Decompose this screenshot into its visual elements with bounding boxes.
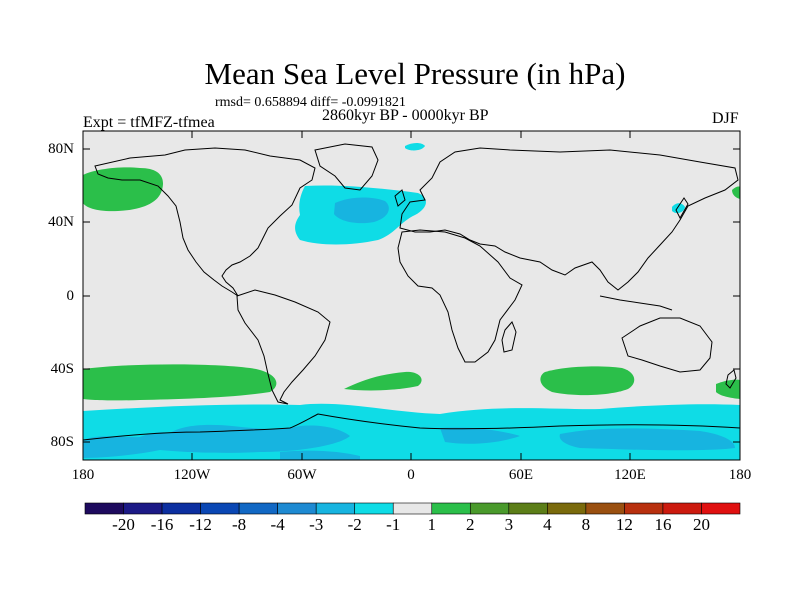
- coast-indonesia: [599, 295, 673, 311]
- coast-australia: [621, 317, 713, 373]
- stats-label: rmsd= 0.658894 diff= -0.0991821: [215, 95, 406, 110]
- contour-north-atlantic-core: [334, 197, 389, 224]
- colorbar-swatch: [624, 502, 664, 515]
- contour-indian-ocean-high: [540, 366, 635, 396]
- coast-eurasia: [399, 147, 739, 291]
- coast-greenland: [314, 143, 379, 191]
- contour-south-pacific-high: [83, 364, 277, 401]
- colorbar-label: 4: [543, 515, 552, 534]
- contour-north-pacific-high-east: [732, 186, 740, 199]
- coast-africa: [397, 229, 523, 363]
- x-tick-label: 120E: [614, 467, 646, 483]
- colorbar-swatch: [238, 502, 278, 515]
- colorbar-swatch: [469, 502, 510, 515]
- colorbar-label: 8: [581, 515, 591, 534]
- x-tick-label: 180: [728, 467, 752, 483]
- colorbar-swatch: [547, 502, 587, 515]
- colorbar-swatch: [277, 502, 317, 515]
- colorbar-swatch: [662, 502, 702, 515]
- colorbar-swatch: [200, 502, 240, 515]
- y-tick-label: 40S: [50, 361, 74, 377]
- x-tick-label: 60W: [287, 467, 317, 483]
- experiment-label: Expt = tfMFZ-tfmea: [83, 114, 215, 131]
- coast-new-zealand: [725, 369, 737, 389]
- colorbar-label: 1: [427, 515, 437, 534]
- coastlines: [83, 143, 740, 441]
- colorbar-label: 2: [466, 515, 475, 534]
- colorbar-label: 12: [615, 515, 633, 534]
- colorbar-swatch: [315, 502, 356, 515]
- colorbar-label: 16: [654, 515, 672, 534]
- contour-antarctic-low-3: [559, 428, 735, 451]
- map-frame: [82, 130, 741, 461]
- map-title: Mean Sea Level Pressure (in hPa): [204, 56, 626, 91]
- contour-antarctic-low-1: [83, 424, 350, 458]
- colorbar-label: -20: [112, 515, 135, 534]
- colorbar-label: -8: [232, 515, 247, 534]
- coast-antarctica: [83, 413, 740, 441]
- y-tick-label: 80N: [48, 141, 74, 157]
- colorbar-swatch: [123, 502, 163, 515]
- coast-british-isles: [394, 189, 406, 207]
- contour-tasman-high: [716, 379, 740, 399]
- contour-south-atlantic-high: [344, 371, 422, 391]
- contour-japan-patch: [672, 203, 685, 214]
- colorbar-swatch: [431, 502, 471, 515]
- colorbar-swatch: [508, 502, 548, 515]
- season-label: DJF: [712, 110, 739, 127]
- coast-madagascar: [501, 321, 517, 353]
- colorbar-swatch: [84, 502, 124, 515]
- colorbar-swatch: [392, 502, 433, 515]
- contour-antarctic-low-2: [440, 427, 520, 444]
- coast-japan: [675, 197, 689, 220]
- colorbar-swatch: [354, 502, 394, 515]
- contour-antarctic-low-4: [280, 450, 360, 460]
- x-tick-label: 0: [407, 467, 415, 483]
- contour-arctic-patch: [405, 143, 425, 151]
- coast-south-america: [236, 289, 331, 405]
- colorbar-label: -16: [150, 515, 174, 534]
- colorbar-swatch: [161, 502, 201, 515]
- colorbar: [84, 502, 741, 515]
- colorbar-label: -4: [270, 515, 285, 534]
- map-background: [83, 131, 740, 460]
- contour-north-pacific-high-west: [83, 167, 164, 212]
- coast-north-america: [94, 147, 316, 297]
- y-tick-label: 0: [66, 288, 75, 304]
- colorbar-label: 20: [692, 515, 710, 534]
- x-tick-label: 180: [71, 467, 95, 483]
- colorbar-swatch: [701, 502, 741, 515]
- map-ticks: [83, 131, 740, 460]
- x-tick-label: 60E: [508, 467, 534, 483]
- colorbar-label: -3: [309, 515, 324, 534]
- x-tick-label: 120W: [173, 467, 211, 483]
- y-tick-label: 40N: [48, 214, 74, 230]
- colorbar-swatch: [585, 502, 625, 515]
- period-label: 2860kyr BP - 0000kyr BP: [322, 107, 489, 124]
- colorbar-label: -1: [386, 515, 401, 534]
- y-tick-label: 80S: [50, 434, 74, 450]
- colorbar-label: -2: [347, 515, 362, 534]
- colorbar-label: 3: [504, 515, 514, 534]
- colorbar-label: -12: [189, 515, 212, 534]
